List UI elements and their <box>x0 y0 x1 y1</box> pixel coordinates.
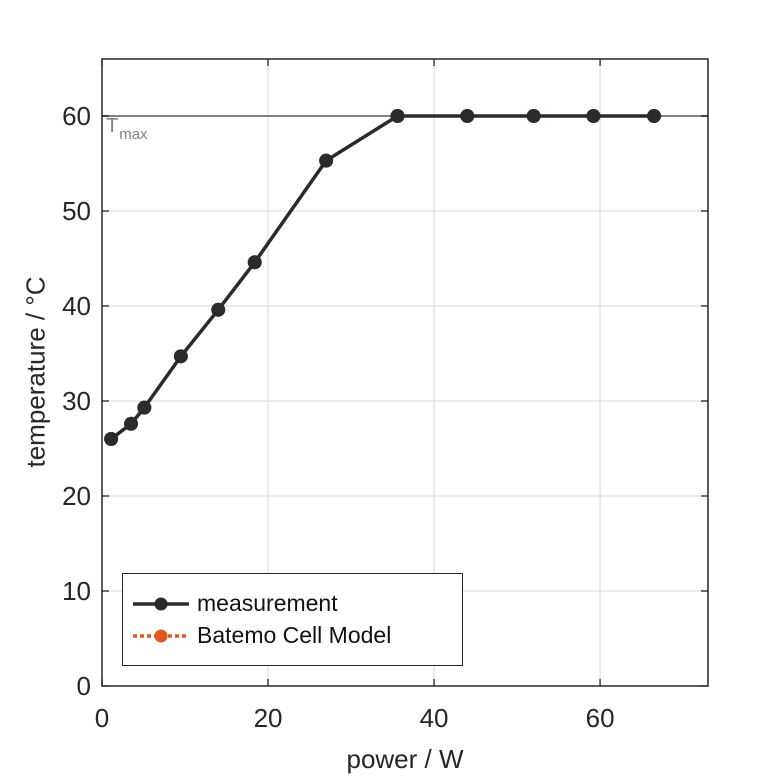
x-tick-label: 60 <box>586 703 615 733</box>
data-point-marker-measurement <box>211 302 226 317</box>
y-tick-label: 30 <box>62 386 91 416</box>
tmax-annotation-label: Tmax <box>106 116 148 142</box>
batemo-model-line-sample <box>133 629 189 642</box>
y-tick-label: 20 <box>62 481 91 511</box>
y-tick-label: 50 <box>62 196 91 226</box>
data-point-marker-measurement <box>460 109 475 123</box>
y-tick-label: 10 <box>62 576 91 606</box>
measurement-line-sample <box>133 597 189 610</box>
data-point-marker-measurement <box>526 109 541 123</box>
axes-box <box>101 58 709 687</box>
series-line-measurement <box>109 114 656 441</box>
x-tick-label: 20 <box>254 703 283 733</box>
y-tick-label: 40 <box>62 291 91 321</box>
data-point-marker-measurement <box>173 349 188 364</box>
data-point-marker-measurement <box>124 416 139 431</box>
data-point-marker-measurement <box>647 109 662 123</box>
data-point-marker-measurement <box>586 109 601 123</box>
x-tick-label: 40 <box>420 703 449 733</box>
y-axis-label: temperature / °C <box>20 276 51 468</box>
legend-box: measurement Batemo Cell Model <box>122 573 463 666</box>
x-tick-label: 0 <box>95 703 109 733</box>
x-axis-label: power / W <box>346 744 464 774</box>
tmax-label-base: T <box>106 115 119 137</box>
data-point-marker-measurement <box>319 153 334 168</box>
y-tick-label: 0 <box>77 671 91 701</box>
series-line-batemo-cell-model <box>109 114 656 441</box>
data-point-marker-measurement <box>137 400 152 415</box>
legend-entry-batemo-cell-model: Batemo Cell Model <box>132 624 462 647</box>
tmax-label-subscript: max <box>119 126 148 143</box>
data-point-marker-measurement <box>390 109 405 123</box>
legend-entry-measurement: measurement <box>132 592 462 615</box>
data-point-marker-measurement <box>104 432 119 446</box>
y-tick-label: 60 <box>62 101 91 131</box>
legend-label-measurement: measurement <box>197 590 338 616</box>
data-point-marker-measurement <box>247 255 262 270</box>
legend-label-batemo-cell-model: Batemo Cell Model <box>197 622 392 648</box>
